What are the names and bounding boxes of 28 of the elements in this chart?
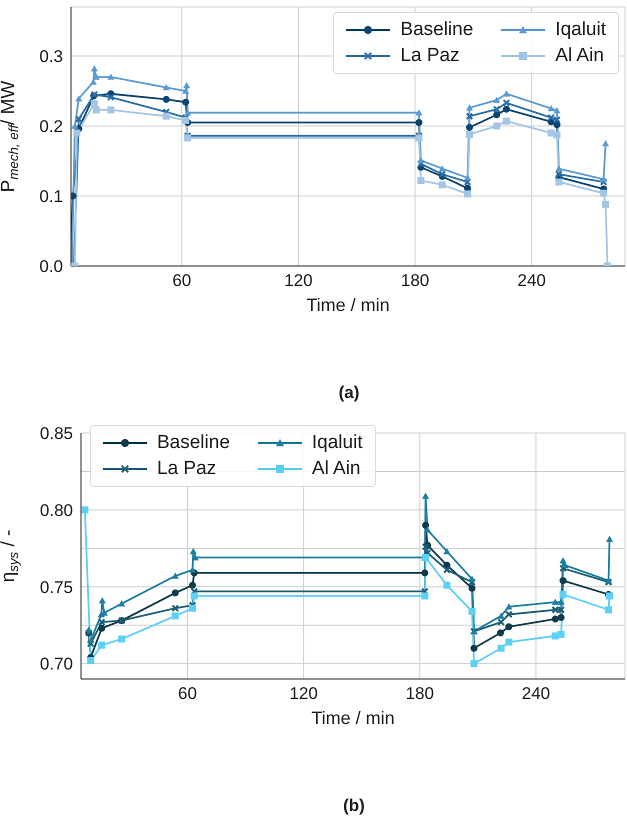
legend-label: Iqaluit [312,432,363,454]
legend-label: La Paz [157,458,216,480]
x-tick-label: 120 [289,684,318,704]
x-tick-label: 180 [406,684,434,704]
x-tick-label: 240 [518,271,546,290]
y-tick-label: 0.85 [40,424,73,444]
x-tick-label: 180 [400,271,430,290]
y-tick-label: 0.80 [40,500,73,520]
x-tick-label: 120 [284,271,313,290]
x-tick-label: 240 [522,684,550,704]
legend-label: Baseline [157,432,230,454]
y-tick-label: 0.3 [39,47,63,66]
x-axis-title: Time / min [306,295,390,315]
y-tick-label: 0.0 [39,257,63,276]
legend-label: Iqaluit [555,19,606,41]
legend-label: La Paz [400,45,460,67]
x-tick-label: 60 [172,271,192,290]
x-tick-label: 60 [178,684,197,704]
y-tick-label: 0.2 [39,117,63,136]
y-tick-label: 0.75 [40,578,73,597]
text: (b) [342,796,366,817]
legend-label: Al Ain [312,458,360,480]
legend-label: Al Ain [555,45,604,67]
legend-label: Baseline [400,19,474,41]
x-axis-title: Time / min [311,708,395,728]
text: (a) [338,383,360,404]
y-tick-label: 0.1 [39,187,63,206]
y-tick-label: 0.70 [40,654,73,674]
